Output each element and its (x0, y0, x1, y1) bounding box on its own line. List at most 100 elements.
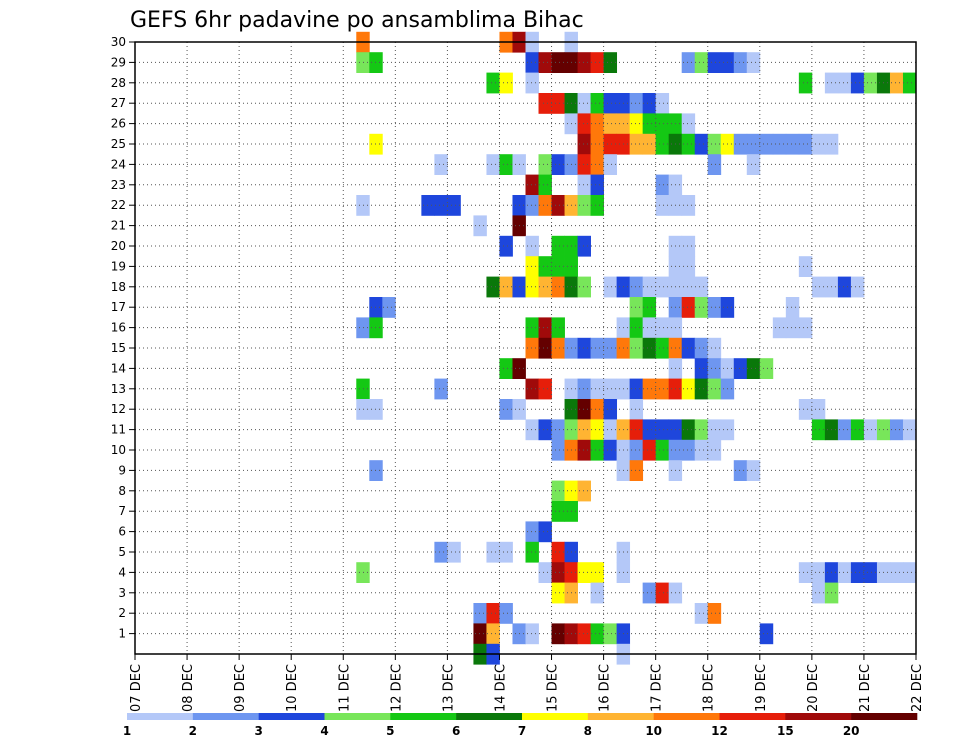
y-tick-label: 20 (111, 239, 126, 253)
heatmap-cell (837, 276, 852, 298)
heatmap-cell (538, 52, 552, 73)
heatmap-cell (655, 337, 670, 359)
heatmap-cell (798, 317, 813, 339)
heatmap-cell (447, 195, 461, 216)
y-tick-label: 13 (111, 382, 126, 396)
heatmap-cell (655, 439, 670, 461)
heatmap-cell (902, 562, 917, 583)
heatmap-cell (603, 439, 618, 461)
heatmap-cell (889, 419, 904, 441)
legend-swatch (653, 713, 720, 720)
heatmap-cell (798, 133, 813, 155)
heatmap-cell (577, 174, 591, 196)
heatmap-cell (694, 133, 709, 155)
heatmap-cell (707, 603, 722, 624)
legend-swatch (587, 713, 654, 720)
heatmap-cell (551, 276, 565, 298)
heatmap-cell (733, 133, 748, 155)
heatmap-cell (837, 562, 852, 583)
heatmap-cell (577, 439, 591, 461)
heatmap-cell (577, 480, 591, 502)
heatmap-cell (525, 378, 539, 400)
heatmap-cell (811, 419, 826, 441)
heatmap-cell (486, 154, 500, 175)
x-tick-label: 20 DEC (806, 664, 821, 712)
heatmap-cell (577, 378, 591, 400)
heatmap-cell (707, 378, 722, 400)
legend-label: 6 (452, 724, 460, 738)
heatmap-cell (486, 603, 500, 624)
heatmap-cell (850, 276, 865, 298)
heatmap-cell (525, 419, 539, 441)
heatmap-cell (499, 399, 513, 420)
heatmap-cell (681, 419, 696, 441)
cells-layer (356, 31, 917, 665)
heatmap-cell (525, 256, 539, 277)
heatmap-cell (590, 562, 604, 583)
x-tick-label: 21 DEC (858, 664, 873, 712)
heatmap-cell (356, 52, 370, 73)
heatmap-cell (577, 52, 591, 73)
heatmap-cell (499, 603, 513, 624)
y-tick-label: 28 (111, 76, 126, 90)
y-tick-label: 1 (118, 627, 126, 641)
heatmap-cell (499, 358, 513, 379)
heatmap-cell (694, 276, 709, 298)
x-tick-label: 08 DEC (181, 664, 196, 712)
y-tick-label: 24 (111, 157, 126, 171)
legend-swatch (324, 713, 391, 720)
heatmap-cell (369, 297, 383, 318)
heatmap-cell (551, 562, 565, 583)
heatmap-cell (694, 358, 709, 379)
heatmap-cell (629, 113, 644, 135)
heatmap-cell (785, 317, 800, 339)
y-tick-label: 30 (111, 35, 126, 49)
x-tick-label: 07 DEC (129, 664, 144, 712)
heatmap-cell (603, 154, 618, 175)
heatmap-cell (837, 72, 852, 94)
heatmap-cell (525, 521, 539, 543)
heatmap-cell (681, 297, 696, 318)
heatmap-cell (538, 378, 552, 400)
heatmap-cell (746, 154, 761, 175)
y-tick-label: 26 (111, 117, 126, 131)
heatmap-cell (603, 623, 618, 645)
heatmap-cell (629, 276, 644, 298)
heatmap-cell (486, 72, 500, 94)
heatmap-cell (642, 133, 657, 155)
x-tick-label: 19 DEC (754, 664, 769, 712)
heatmap-cell (811, 582, 826, 604)
heatmap-cell (642, 582, 657, 604)
heatmap-cell (681, 378, 696, 400)
heatmap-cell (499, 541, 513, 563)
heatmap-cell (759, 623, 774, 645)
legend-label: 3 (254, 724, 262, 738)
heatmap-cell (590, 439, 604, 461)
heatmap-cell (655, 582, 670, 604)
legend-swatch (192, 713, 259, 720)
heatmap-cell (590, 623, 604, 645)
x-tick-label: 11 DEC (337, 664, 352, 712)
heatmap-cell (434, 195, 448, 216)
y-tick-label: 11 (111, 423, 126, 437)
heatmap-cell (551, 501, 565, 522)
heatmap-cell (525, 174, 539, 196)
heatmap-cell (746, 52, 761, 73)
legend-label: 8 (584, 724, 592, 738)
heatmap-cell (694, 603, 709, 624)
x-tick-label: 22 DEC (910, 664, 925, 712)
heatmap-cell (551, 317, 565, 339)
y-tick-label: 3 (118, 586, 126, 600)
legend-swatch (456, 713, 523, 720)
heatmap-cell (551, 439, 565, 461)
heatmap-cell (525, 541, 539, 563)
heatmap-cell (850, 562, 865, 583)
y-tick-label: 25 (111, 137, 126, 151)
heatmap-cell (525, 72, 539, 94)
y-tick-label: 19 (111, 259, 126, 273)
legend-swatch (719, 713, 786, 720)
heatmap-cell (486, 623, 500, 645)
heatmap-cell (486, 276, 500, 298)
heatmap-cell (369, 133, 383, 155)
heatmap-cell (681, 276, 696, 298)
